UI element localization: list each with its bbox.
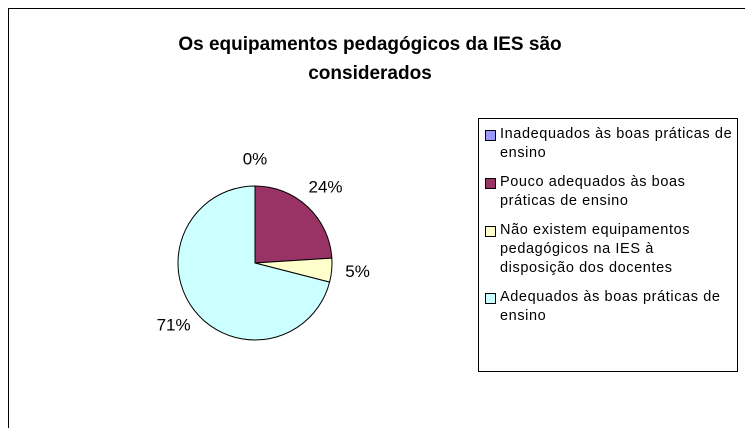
data-label: 5% xyxy=(345,262,370,281)
data-label: 71% xyxy=(157,316,191,335)
legend-entry: Inadequados às boas práticas de ensino xyxy=(485,125,733,163)
pie-slice xyxy=(177,185,331,341)
chart-title: Os equipamentos pedagógicos da IES são c… xyxy=(178,34,562,84)
legend-entry: Não existem equipamentos pedagógicos na … xyxy=(485,221,733,278)
legend-swatch xyxy=(485,226,496,237)
legend-entry: Pouco adequados às boas práticas de ensi… xyxy=(485,173,733,211)
legend-entry: Adequados às boas práticas de ensino xyxy=(485,288,733,326)
legend-label: Adequados às boas práticas de ensino xyxy=(500,289,721,324)
pie-slice xyxy=(254,185,333,264)
data-label: 24% xyxy=(308,177,342,196)
legend-swatch xyxy=(485,130,496,141)
legend-label: Não existem equipamentos pedagógicos na … xyxy=(500,222,691,276)
data-label: 0% xyxy=(243,149,268,168)
legend-swatch xyxy=(485,178,496,189)
chart-frame xyxy=(8,8,745,428)
legend-label: Inadequados às boas práticas de ensino xyxy=(500,126,733,161)
legend: Inadequados às boas práticas de ensino Po… xyxy=(478,118,738,372)
legend-label: Pouco adequados às boas práticas de ensi… xyxy=(500,174,686,209)
legend-swatch xyxy=(485,293,496,304)
